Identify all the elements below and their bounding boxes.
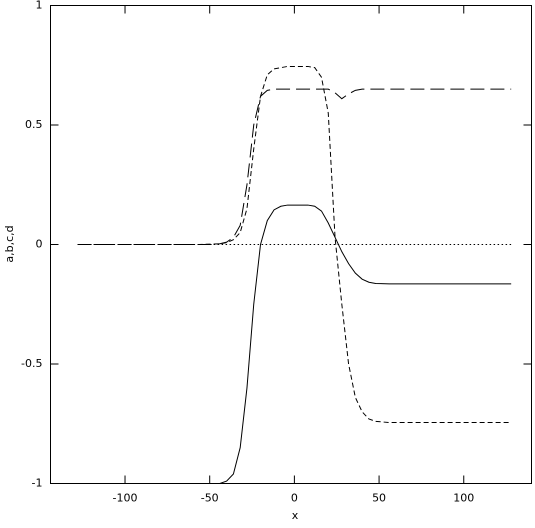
x-axis-label: x: [292, 509, 299, 522]
x-tick-label: -50: [201, 492, 219, 505]
x-tick-label: -100: [113, 492, 138, 505]
y-tick-label: 0: [36, 238, 43, 251]
y-tick-label: -0.5: [21, 357, 42, 370]
line-series: [77, 65, 512, 424]
y-tick-label: -1: [32, 477, 43, 490]
line-series: [77, 204, 512, 484]
x-tick-label: 50: [372, 492, 386, 505]
y-tick-label: 1: [36, 0, 43, 12]
y-tick-label: 0.5: [25, 118, 43, 131]
line-series: [77, 88, 512, 245]
x-tick-label: 0: [291, 492, 298, 505]
y-axis-label: a,b,c,d: [3, 225, 16, 262]
x-tick-label: 100: [453, 492, 474, 505]
